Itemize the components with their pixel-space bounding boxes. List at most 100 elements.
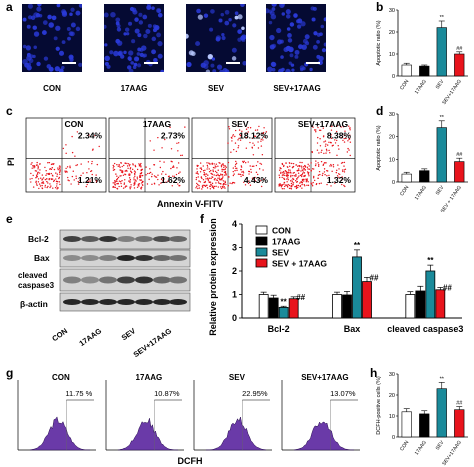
nucleus-dot (138, 12, 143, 17)
flow-event (206, 168, 208, 170)
flow-event (245, 147, 248, 149)
flow-event (65, 152, 67, 155)
flow-event (232, 167, 235, 169)
flow-event (290, 182, 293, 185)
flow-event (118, 163, 120, 166)
flow-event (173, 175, 175, 177)
flow-event (149, 140, 151, 142)
flow-event (311, 168, 314, 170)
nucleus-dot (294, 49, 300, 55)
flow-event (323, 168, 326, 170)
flow-event (293, 175, 296, 177)
flow-event (159, 160, 161, 163)
nucleus-dot (36, 6, 42, 12)
flow-event (205, 175, 207, 178)
flow-event (120, 162, 122, 164)
flow-event (163, 178, 165, 180)
flow-event (209, 188, 212, 190)
nucleus-dot (131, 39, 136, 44)
flow-event (118, 165, 120, 167)
nucleus-dot (220, 12, 225, 17)
flow-event (336, 125, 338, 127)
flow-event (77, 180, 79, 183)
flow-event (248, 170, 250, 173)
flow-event (119, 181, 122, 183)
x-category-label: Bcl-2 (268, 324, 290, 334)
flow-event (42, 177, 45, 179)
flow-event (36, 173, 39, 175)
y-tick-label: 20 (389, 135, 395, 141)
nucleus-dot (221, 32, 225, 37)
flow-event (209, 163, 211, 165)
nucleus-dot (151, 49, 156, 55)
nucleus-dot (146, 5, 152, 10)
flow-y-axis-label: PI (6, 157, 16, 166)
flow-event (133, 177, 135, 179)
flow-event (133, 170, 136, 172)
dcfh-histogram-curve (117, 418, 179, 451)
flow-event (160, 182, 162, 184)
flow-event (331, 145, 333, 147)
flow-event (220, 164, 223, 167)
flow-event (153, 175, 156, 177)
flow-event (56, 180, 58, 183)
y-tick-label: 30 (389, 8, 395, 14)
nucleus-dot (316, 54, 321, 59)
nucleus-dot (270, 61, 276, 67)
significance-mark: ## (370, 273, 379, 282)
flow-event (344, 130, 346, 132)
nucleus-dot (143, 53, 147, 58)
flow-event (347, 147, 349, 150)
flow-event (213, 174, 215, 176)
flow-event (284, 185, 286, 188)
flow-event (52, 163, 54, 166)
flow-event (224, 170, 227, 173)
flow-plot: 2.73% 1.62% 17AAG (108, 117, 190, 193)
flow-event (210, 169, 212, 172)
flow-event (343, 184, 345, 187)
flow-event (318, 164, 320, 166)
flow-event (346, 151, 349, 153)
flow-event (302, 168, 305, 170)
flow-event (328, 174, 330, 177)
flow-event (213, 179, 216, 181)
flow-event (224, 168, 226, 171)
nucleus-dot (42, 20, 48, 25)
nucleus-dot (139, 52, 144, 58)
flow-event (294, 186, 296, 188)
flow-event (198, 180, 200, 182)
flow-event (308, 165, 310, 167)
nucleus-dot (276, 27, 282, 34)
flow-event (319, 145, 322, 147)
flow-event (128, 180, 130, 182)
flow-lr-value: 1.32% (327, 175, 352, 185)
wb-band (99, 276, 117, 284)
wb-band (135, 236, 153, 242)
flow-event (326, 144, 329, 146)
nucleus-dot (285, 9, 291, 15)
flow-event (65, 170, 68, 173)
nucleus-dot (234, 11, 239, 16)
flow-event (67, 176, 69, 179)
flow-event (252, 142, 254, 144)
flow-event (241, 171, 243, 173)
dcfh-axis-label: DCFH (178, 456, 203, 466)
nucleus-dot (75, 10, 81, 16)
micro-label: 17AAG (120, 84, 148, 93)
flow-event (125, 185, 127, 187)
flow-event (322, 135, 325, 138)
band-label-bcl2: Bcl-2 (28, 234, 49, 244)
flow-event (45, 169, 47, 172)
bar (436, 27, 447, 77)
flow-event (116, 188, 119, 190)
flow-event (123, 183, 125, 185)
flow-event (302, 166, 305, 168)
flow-event (300, 174, 303, 176)
flow-event (310, 182, 312, 184)
legend-label: 17AAG (272, 237, 301, 247)
flow-event (343, 141, 346, 143)
nucleus-dot (212, 69, 217, 72)
flow-event (343, 134, 346, 136)
flow-event (289, 169, 291, 171)
flow-event (56, 188, 58, 190)
